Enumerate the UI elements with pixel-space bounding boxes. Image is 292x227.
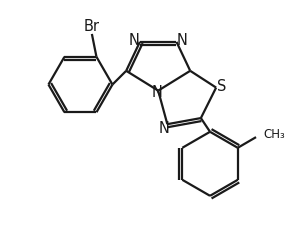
Text: S: S [217, 79, 226, 94]
Text: N: N [177, 33, 187, 48]
Text: Br: Br [83, 20, 99, 35]
Text: N: N [158, 121, 169, 136]
Text: CH₃: CH₃ [264, 128, 285, 141]
Text: N: N [151, 85, 162, 100]
Text: N: N [129, 33, 140, 48]
